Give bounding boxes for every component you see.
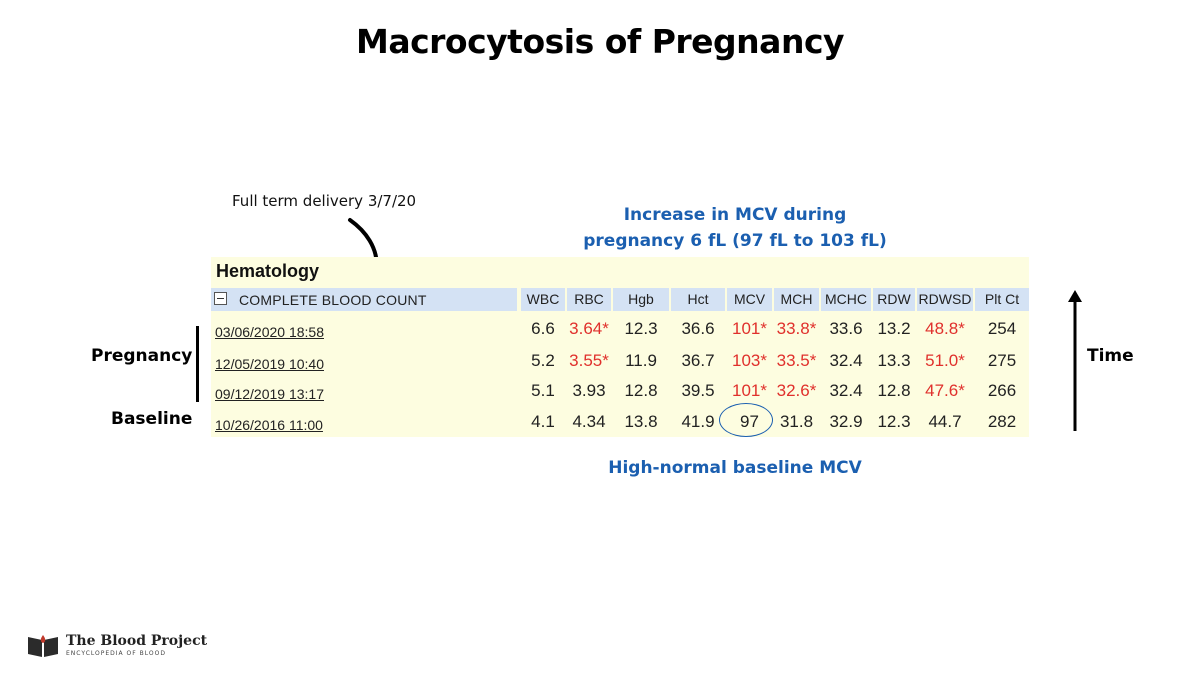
cell-mcv: 101* [732,319,767,338]
slide-title: Macrocytosis of Pregnancy [355,22,845,61]
cell-plt: 275 [987,351,1017,370]
logo-title: The Blood Project [66,633,208,649]
col-header-mcv[interactable]: MCV [727,288,772,311]
pregnancy-label: Pregnancy [91,346,193,366]
col-header-hct[interactable]: Hct [671,288,725,311]
time-label: Time [1087,346,1134,366]
cell-wbc: 4.1 [531,412,555,431]
cell-rdw: 13.2 [877,319,911,338]
cell-hct: 41.9 [681,412,715,431]
collapse-icon[interactable] [214,292,227,305]
cell-hgb: 11.9 [625,351,657,370]
cell-hct: 36.7 [681,351,715,370]
row-date-link[interactable]: 10/26/2016 11:00 [215,417,323,433]
col-header-wbc[interactable]: WBC [521,288,565,311]
pregnancy-bracket [196,326,199,402]
cell-mchc: 32.4 [829,351,863,370]
cell-mch: 32.6* [776,381,817,400]
cell-rdwsd: 51.0* [925,351,965,370]
cell-plt: 254 [987,319,1017,338]
cell-rdwsd: 48.8* [925,319,965,338]
cell-plt: 282 [987,412,1017,431]
mcv-increase-callout: Increase in MCV during pregnancy 6 fL (9… [560,202,910,254]
panel-heading: Hematology [216,261,320,281]
cell-wbc: 5.1 [531,381,555,400]
baseline-label: Baseline [111,409,193,429]
section-name: COMPLETE BLOOD COUNT [239,292,427,308]
cell-wbc: 6.6 [531,319,555,338]
row-date-link[interactable]: 03/06/2020 18:58 [215,324,324,340]
col-header-hgb[interactable]: Hgb [613,288,669,311]
section-header: COMPLETE BLOOD COUNT [211,288,517,311]
cell-rdw: 12.8 [877,381,911,400]
col-header-mchc[interactable]: MCHC [821,288,871,311]
baseline-callout: High-normal baseline MCV [608,458,862,478]
panel-header-row: COMPLETE BLOOD COUNT WBC RBC Hgb Hct MCV… [211,288,1029,311]
cell-mchc: 32.4 [829,381,863,400]
cell-rdw: 13.3 [877,351,911,370]
cell-mcv: 101* [732,381,767,400]
cell-rbc: 3.64* [569,319,609,338]
callout-line-2: pregnancy 6 fL (97 fL to 103 fL) [583,231,887,251]
col-header-mch[interactable]: MCH [774,288,819,311]
cell-rdwsd: 44.7 [928,412,962,431]
col-header-plt[interactable]: Plt Ct [975,288,1029,311]
cell-mch: 33.8* [776,319,817,338]
delivery-annotation: Full term delivery 3/7/20 [232,192,417,210]
cell-rdw: 12.3 [877,412,911,431]
baseline-mcv-circle [719,403,773,437]
cell-rbc: 3.55* [569,351,609,370]
row-date-link[interactable]: 09/12/2019 13:17 [215,386,324,402]
cell-hct: 36.6 [681,319,715,338]
cell-mch: 33.5* [776,351,817,370]
cell-mch: 31.8 [779,412,814,431]
book-icon [28,635,58,657]
cell-mcv: 103* [732,351,767,370]
col-header-rbc[interactable]: RBC [567,288,611,311]
cell-wbc: 5.2 [531,351,555,370]
cell-hct: 39.5 [681,381,715,400]
hematology-panel: Hematology COMPLETE BLOOD COUNT WBC RBC … [211,257,1029,437]
col-header-rdwsd[interactable]: RDWSD [917,288,973,311]
cell-mchc: 32.9 [829,412,863,431]
logo-subtitle: ENCYCLOPEDIA OF BLOOD [66,650,166,657]
cell-hgb: 12.3 [624,319,658,338]
cell-hgb: 13.8 [624,412,658,431]
cell-rdwsd: 47.6* [925,381,965,400]
cell-mchc: 33.6 [829,319,863,338]
row-date-link[interactable]: 12/05/2019 10:40 [215,356,324,372]
cell-plt: 266 [987,381,1017,400]
cell-rbc: 4.34 [572,412,606,431]
col-header-rdw[interactable]: RDW [873,288,915,311]
up-arrow-icon [1068,290,1082,431]
cell-rbc: 3.93 [572,381,606,400]
callout-line-1: Increase in MCV during [623,205,847,225]
cell-hgb: 12.8 [624,381,658,400]
